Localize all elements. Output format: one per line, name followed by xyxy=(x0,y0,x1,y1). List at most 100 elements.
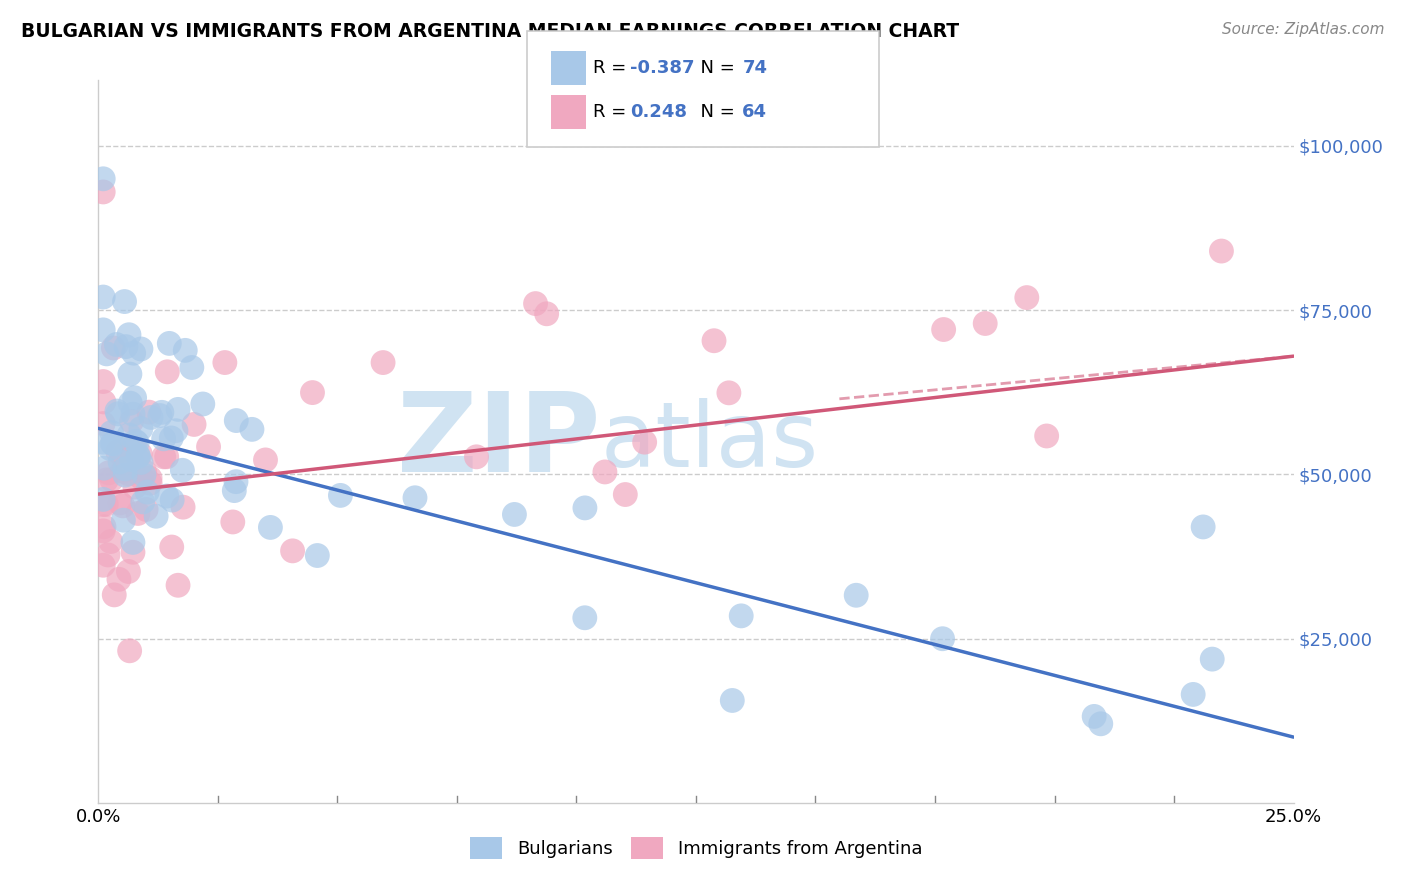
Point xyxy=(103,341,125,355)
Point xyxy=(115,340,138,354)
Point xyxy=(121,414,143,428)
Point xyxy=(103,588,125,602)
Point xyxy=(974,317,997,331)
Point xyxy=(127,450,149,464)
Point xyxy=(139,471,162,485)
Point xyxy=(574,500,596,515)
Point xyxy=(1035,429,1057,443)
Point xyxy=(91,524,114,538)
Legend: Bulgarians, Immigrants from Argentina: Bulgarians, Immigrants from Argentina xyxy=(463,830,929,866)
Text: -0.387: -0.387 xyxy=(630,59,695,77)
Text: 74: 74 xyxy=(742,59,768,77)
Point xyxy=(91,492,114,507)
Point xyxy=(307,549,329,563)
Text: atlas: atlas xyxy=(600,398,818,485)
Point xyxy=(150,405,173,419)
Point xyxy=(108,572,131,586)
Point xyxy=(118,367,141,381)
Point xyxy=(127,435,149,450)
Point xyxy=(129,342,152,356)
Point xyxy=(329,488,352,502)
Point xyxy=(160,540,183,554)
Point xyxy=(122,346,145,360)
Point xyxy=(114,468,136,483)
Point xyxy=(1211,244,1233,258)
Point xyxy=(174,343,197,358)
Point xyxy=(1083,709,1105,723)
Point xyxy=(149,409,172,423)
Text: 0.248: 0.248 xyxy=(630,103,688,121)
Point xyxy=(160,493,183,508)
Point xyxy=(91,375,114,389)
Point xyxy=(120,396,142,410)
Point xyxy=(222,515,245,529)
Point xyxy=(1182,688,1205,702)
Point xyxy=(524,296,547,310)
Point xyxy=(129,421,152,435)
Point xyxy=(191,397,214,411)
Point xyxy=(98,442,121,456)
Point xyxy=(101,436,124,450)
Point xyxy=(197,440,219,454)
Point xyxy=(614,487,637,501)
Point xyxy=(1015,291,1038,305)
Point xyxy=(129,455,152,469)
Point xyxy=(97,466,120,480)
Point xyxy=(167,402,190,417)
Point xyxy=(118,467,141,481)
Point xyxy=(122,535,145,549)
Point xyxy=(160,431,183,445)
Point xyxy=(108,455,131,469)
Point xyxy=(845,588,868,602)
Point xyxy=(96,347,118,361)
Point xyxy=(107,444,129,458)
Text: N =: N = xyxy=(689,59,741,77)
Point xyxy=(121,452,143,467)
Point xyxy=(111,464,134,478)
Text: R =: R = xyxy=(593,59,633,77)
Point xyxy=(112,513,135,527)
Point xyxy=(1192,520,1215,534)
Point xyxy=(96,473,118,487)
Point xyxy=(93,461,115,475)
Point xyxy=(156,450,179,464)
Point xyxy=(180,360,202,375)
Point xyxy=(124,480,146,494)
Point xyxy=(281,544,304,558)
Point xyxy=(132,495,155,509)
Point xyxy=(371,355,394,369)
Point xyxy=(152,432,174,446)
Point xyxy=(117,565,139,579)
Point xyxy=(593,465,616,479)
Point xyxy=(301,385,323,400)
Point xyxy=(91,290,114,304)
Point xyxy=(93,395,115,409)
Text: BULGARIAN VS IMMIGRANTS FROM ARGENTINA MEDIAN EARNINGS CORRELATION CHART: BULGARIAN VS IMMIGRANTS FROM ARGENTINA M… xyxy=(21,22,959,41)
Point xyxy=(240,422,263,436)
Point xyxy=(127,449,149,463)
Point xyxy=(91,171,114,186)
Point xyxy=(574,611,596,625)
Point xyxy=(254,453,277,467)
Point xyxy=(122,545,145,559)
Point xyxy=(114,294,136,309)
Point xyxy=(91,558,114,573)
Point xyxy=(127,507,149,521)
Point xyxy=(91,435,114,450)
Point xyxy=(931,632,953,646)
Point xyxy=(465,450,488,464)
Point xyxy=(111,499,134,513)
Point xyxy=(225,413,247,427)
Point xyxy=(122,440,145,454)
Point xyxy=(172,500,194,515)
Point xyxy=(224,483,246,498)
Point xyxy=(105,337,128,351)
Point xyxy=(214,355,236,369)
Text: Source: ZipAtlas.com: Source: ZipAtlas.com xyxy=(1222,22,1385,37)
Point xyxy=(145,509,167,524)
Point xyxy=(721,693,744,707)
Point xyxy=(138,405,160,419)
Point xyxy=(225,475,247,489)
Point xyxy=(132,468,155,483)
Point xyxy=(91,185,114,199)
